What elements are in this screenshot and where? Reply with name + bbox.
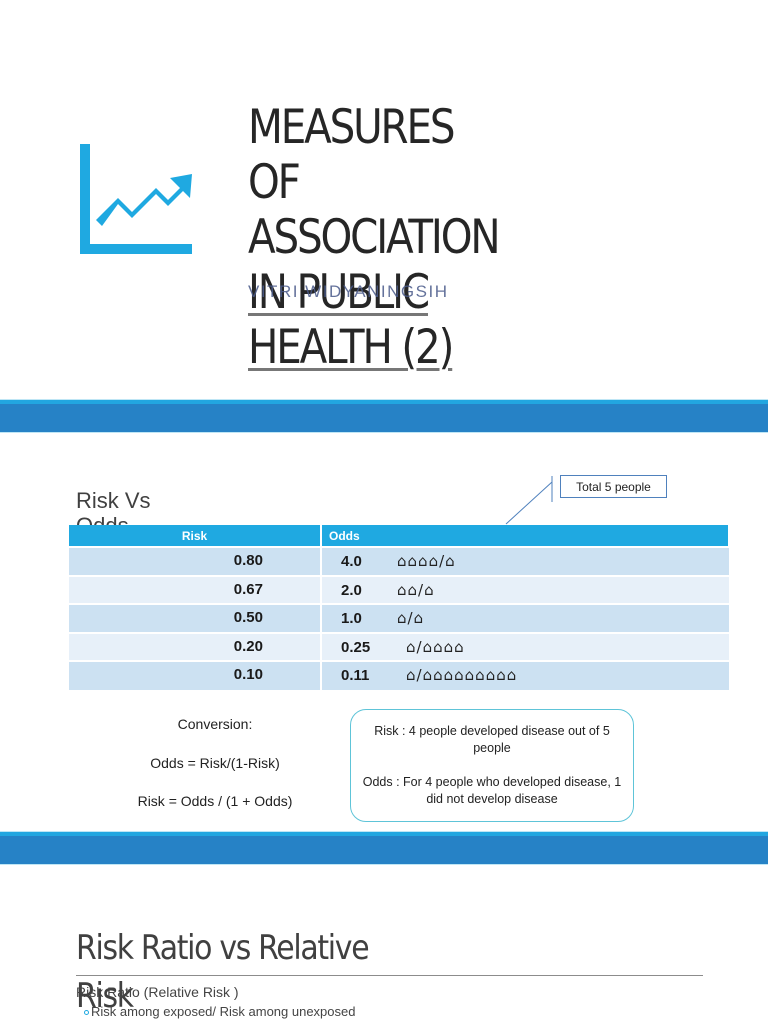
person-pictogram-icons: ⌂/⌂⌂⌂⌂ xyxy=(406,637,465,656)
presentation-title: MEASURES OF ASSOCIATION IN PUBLIC HEALTH… xyxy=(248,100,548,375)
person-pictogram-icons: ⌂/⌂ xyxy=(397,609,425,628)
risk-cell: 0.67 xyxy=(69,574,322,605)
slide-title: Risk Vs xyxy=(76,488,151,513)
slide-title-overflow: Risk xyxy=(76,976,134,1016)
author-name: VITRI WIDYANINGSIH xyxy=(248,282,449,301)
risk-cell: 0.50 xyxy=(69,603,322,633)
odds-value: 1.0 xyxy=(341,610,362,628)
odds-explanation: Odds : For 4 people who developed diseas… xyxy=(362,775,622,806)
odds-formula: Odds = Risk/(1-Risk) xyxy=(150,754,280,771)
title-divider xyxy=(76,975,703,976)
odds-cell: 0.25 ⌂/⌂⌂⌂⌂ xyxy=(321,631,729,662)
odds-value: 0.25 xyxy=(341,638,371,656)
title-line: ASSOCIATION xyxy=(248,210,501,265)
table-row: 0.20 0.25 ⌂/⌂⌂⌂⌂ xyxy=(69,631,729,662)
bullet-point: Risk Ratio (Relative Risk ) xyxy=(76,984,239,1000)
person-pictogram-icons: ⌂/⌂⌂⌂⌂⌂⌂⌂⌂⌂ xyxy=(406,666,518,685)
person-pictogram-icons: ⌂⌂⌂⌂/⌂ xyxy=(397,552,456,570)
callout-total-people: Total 5 people xyxy=(560,475,667,498)
slide-divider-band xyxy=(0,400,768,432)
title-line: MEASURES xyxy=(248,100,456,155)
table-row: 0.67 2.0 ⌂⌂/⌂ xyxy=(69,574,729,605)
slide-divider-band xyxy=(0,832,768,864)
conversion-label: Conversion: xyxy=(177,716,253,732)
title-slide: MEASURES OF ASSOCIATION IN PUBLIC HEALTH… xyxy=(0,0,768,400)
odds-cell: 2.0 ⌂⌂/⌂ xyxy=(321,574,729,605)
odds-value: 2.0 xyxy=(341,581,362,599)
risk-cell: 0.80 xyxy=(69,546,322,576)
callout-pointer xyxy=(505,476,553,525)
column-header-risk: Risk xyxy=(69,525,322,547)
slide-title: Risk Ratio vs Relative xyxy=(76,928,370,968)
odds-cell: 1.0 ⌂/⌂ xyxy=(321,603,729,633)
title-line: IN PUBLIC xyxy=(248,265,430,320)
odds-cell: 0.11 ⌂/⌂⌂⌂⌂⌂⌂⌂⌂⌂ xyxy=(321,660,729,690)
person-pictogram-icons: ⌂⌂/⌂ xyxy=(397,580,435,599)
table-row: 0.80 4.0 ⌂⌂⌂⌂/⌂ xyxy=(69,546,729,576)
title-line: HEALTH (2) xyxy=(248,320,454,375)
risk-cell: 0.20 xyxy=(69,631,322,662)
risk-formula: Risk = Odds / (1 + Odds) xyxy=(137,793,293,809)
odds-value: 0.11 xyxy=(341,667,370,685)
odds-cell: 4.0 ⌂⌂⌂⌂/⌂ xyxy=(321,546,729,576)
trending-up-chart-icon xyxy=(80,144,192,254)
table-row: 0.10 0.11 ⌂/⌂⌂⌂⌂⌂⌂⌂⌂⌂ xyxy=(69,660,729,690)
title-line: OF xyxy=(248,155,301,210)
risk-explanation: Risk : 4 people developed disease out of… xyxy=(374,724,610,755)
risk-cell: 0.10 xyxy=(69,660,322,690)
sub-bullet-point: Risk among exposed/ Risk among unexposed xyxy=(84,1004,355,1019)
odds-value: 4.0 xyxy=(341,553,362,570)
table-row: 0.50 1.0 ⌂/⌂ xyxy=(69,603,729,633)
risk-odds-table: Risk Odds 0.80 4.0 ⌂⌂⌂⌂/⌂ 0.67 2.0 ⌂⌂/⌂ 0.… xyxy=(69,525,730,690)
column-header-odds: Odds xyxy=(321,525,730,547)
bullet-circle-icon xyxy=(84,1010,89,1015)
conversion-formulas: Conversion: Odds = Risk/(1-Risk) Risk = … xyxy=(100,716,330,832)
explanation-box: Risk : 4 people developed disease out of… xyxy=(350,709,634,822)
slide-title-overflow: Odds xyxy=(76,516,146,525)
